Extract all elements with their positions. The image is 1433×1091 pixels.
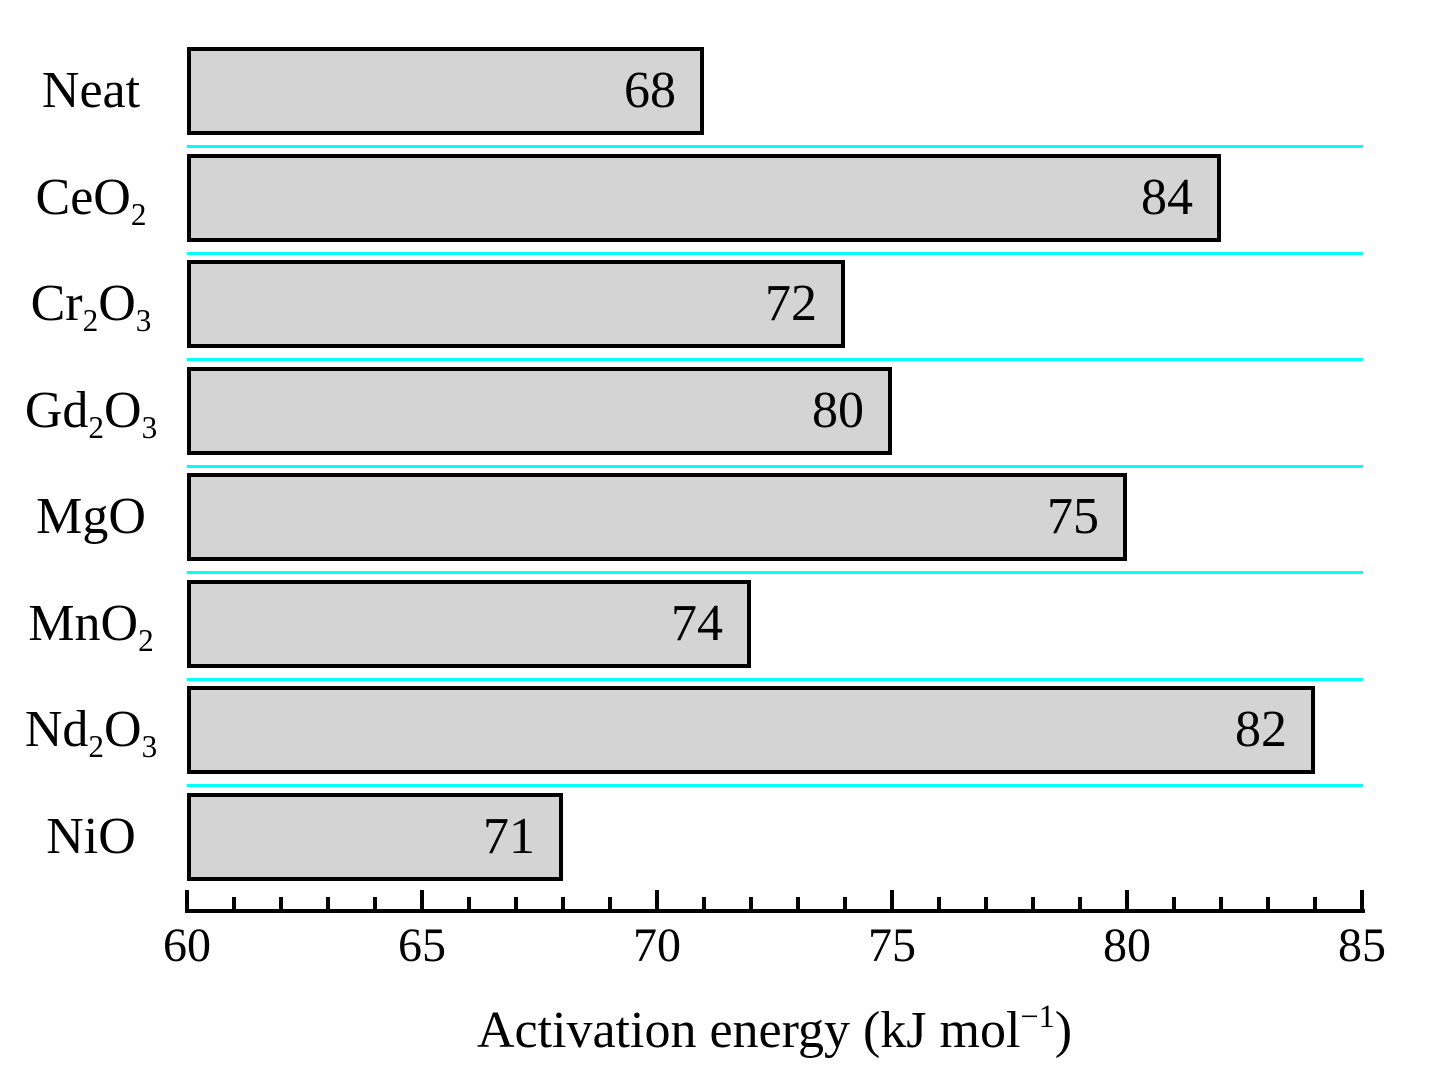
category-text: MgO	[36, 488, 146, 545]
x-axis-major-tick	[890, 890, 894, 909]
x-axis-minor-tick	[326, 897, 330, 909]
category-text: O	[104, 701, 142, 758]
category-text: Cr	[30, 275, 83, 332]
x-axis-minor-tick	[514, 897, 518, 909]
x-axis-minor-tick	[279, 897, 283, 909]
category-text: CeO	[35, 169, 131, 226]
x-axis-minor-tick	[232, 897, 236, 909]
category-text: Nd	[24, 701, 89, 758]
x-axis-minor-tick	[843, 897, 847, 909]
x-axis-minor-tick	[561, 897, 565, 909]
x-axis-line	[185, 909, 1365, 913]
x-axis-minor-tick	[1078, 897, 1082, 909]
category-text: O	[98, 275, 136, 332]
category-text: Neat	[41, 62, 141, 119]
superscript: −1	[1020, 998, 1055, 1035]
bar-ceo2: 84	[187, 154, 1221, 242]
bar-neat: 68	[187, 47, 704, 135]
x-axis-minor-tick	[608, 897, 612, 909]
bar-value-label-nio: 71	[483, 808, 535, 865]
category-text: MnO	[28, 595, 139, 652]
x-tick-label-80: 80	[1103, 919, 1151, 972]
category-label-nd2o3: Nd 2 O 3	[24, 701, 158, 765]
row-separator-line	[187, 358, 1363, 361]
x-tick-label-85: 85	[1338, 919, 1386, 972]
category-text: NiO	[46, 808, 136, 865]
x-axis-minor-tick	[937, 897, 941, 909]
category-label-mno2: MnO 2	[28, 595, 154, 659]
bar-value-label-mno2: 74	[671, 595, 723, 652]
x-axis-minor-tick	[1219, 897, 1223, 909]
category-label-cr2o3: Cr 2 O 3	[30, 275, 152, 339]
bar-value-label-nd2o3: 82	[1235, 701, 1287, 758]
row-separator-line	[187, 678, 1363, 681]
x-axis-minor-tick	[1031, 897, 1035, 909]
x-axis-minor-tick	[467, 897, 471, 909]
bar-value-label-cr2o3: 72	[765, 275, 817, 332]
row-separator-line	[187, 784, 1363, 787]
category-label-neat: Neat	[0, 47, 182, 135]
x-axis-minor-tick	[1313, 897, 1317, 909]
bar-cr2o3: 72	[187, 260, 845, 348]
x-axis-major-tick	[420, 890, 424, 909]
x-axis-major-tick	[655, 890, 659, 909]
bar-value-label-neat: 68	[624, 62, 676, 119]
bar-mgo: 75	[187, 473, 1127, 561]
x-axis-minor-tick	[702, 897, 706, 909]
row-separator-line	[187, 571, 1363, 574]
x-tick-label-65: 65	[398, 919, 446, 972]
bar-value-label-mgo: 75	[1047, 488, 1099, 545]
x-axis-minor-tick	[749, 897, 753, 909]
bar-nd2o3: 82	[187, 686, 1315, 774]
x-axis-minor-tick	[373, 897, 377, 909]
row-separator-line	[187, 145, 1363, 148]
row-separator-line	[187, 252, 1363, 255]
x-axis-minor-tick	[984, 897, 988, 909]
x-tick-label-60: 60	[163, 919, 211, 972]
category-label-ceo2: CeO 2	[35, 169, 147, 233]
x-axis-minor-tick	[796, 897, 800, 909]
bar-value-label-gd2o3: 80	[812, 382, 864, 439]
category-text: O	[104, 382, 142, 439]
category-text: Gd	[24, 382, 89, 439]
row-separator-line	[187, 465, 1363, 468]
x-axis-major-tick	[1360, 890, 1364, 909]
bar-value-label-ceo2: 84	[1141, 169, 1193, 226]
category-label-mgo: MgO	[0, 473, 182, 561]
x-axis-major-tick	[1125, 890, 1129, 909]
x-axis-title-text: Activation energy (kJ mol	[476, 1002, 1021, 1059]
category-label-gd2o3: Gd 2 O 3	[24, 382, 158, 446]
bar-nio: 71	[187, 793, 563, 881]
category-label-nio: NiO	[0, 793, 182, 881]
x-axis-minor-tick	[1172, 897, 1176, 909]
bar-mno2: 74	[187, 580, 751, 668]
x-axis-title: Activation energy (kJ mol−1)	[187, 1000, 1362, 1062]
bar-gd2o3: 80	[187, 367, 892, 455]
x-tick-label-75: 75	[868, 919, 916, 972]
x-axis-minor-tick	[1266, 897, 1270, 909]
x-axis-major-tick	[185, 890, 189, 909]
x-axis-title-text: )	[1054, 1002, 1073, 1059]
x-tick-label-70: 70	[633, 919, 681, 972]
